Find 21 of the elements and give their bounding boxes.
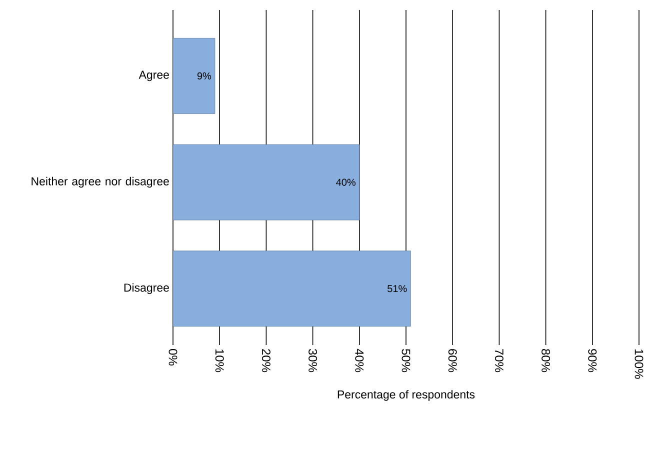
x-tick-label: 20% bbox=[262, 349, 270, 372]
bar bbox=[173, 250, 411, 327]
bar bbox=[173, 38, 216, 114]
x-tick-label: 0% bbox=[168, 349, 178, 366]
x-tick-label: 100% bbox=[634, 349, 644, 379]
y-tick-label: Disagree bbox=[124, 283, 169, 294]
x-tick-label: 10% bbox=[215, 349, 224, 372]
data-label: 9% bbox=[197, 72, 212, 80]
data-label: 40% bbox=[336, 178, 356, 186]
x-tick-label: 40% bbox=[355, 348, 364, 372]
data-label: 51% bbox=[388, 285, 407, 292]
x-tick-label: 80% bbox=[542, 349, 550, 372]
y-tick-label: Neither agree nor disagree bbox=[32, 176, 169, 188]
x-tick-label: 70% bbox=[494, 349, 504, 372]
x-tick-label: 50% bbox=[402, 349, 410, 372]
y-tick-label: Agree bbox=[138, 70, 169, 82]
x-tick-label: 90% bbox=[588, 349, 597, 372]
bar bbox=[173, 144, 360, 220]
x-tick-label: 30% bbox=[308, 348, 318, 372]
x-tick-label: 60% bbox=[448, 349, 457, 372]
x-axis-title: Percentage of respondents bbox=[338, 390, 475, 401]
